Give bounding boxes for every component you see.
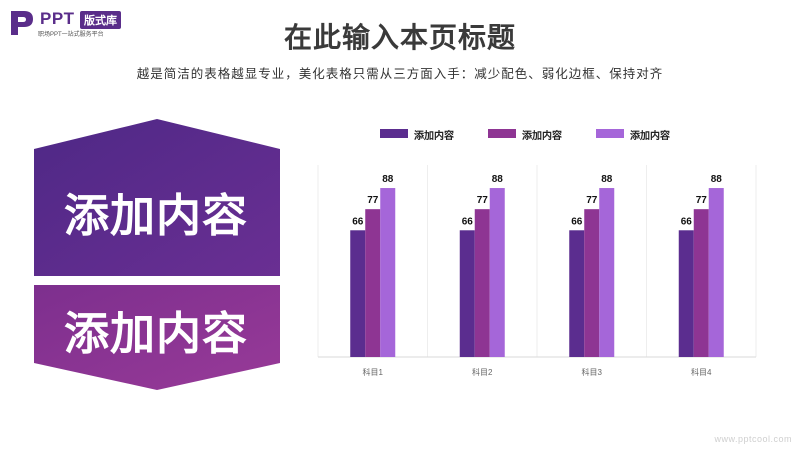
legend-swatch-series-3 — [596, 129, 624, 138]
bar-2-3 — [584, 209, 600, 357]
content-panel-bottom[interactable]: 添加内容 — [34, 285, 280, 390]
bar-1-4 — [678, 230, 694, 357]
bar-2-2 — [474, 209, 490, 357]
bar-1-2 — [459, 230, 475, 357]
panel-top-text[interactable]: 添加内容 — [63, 190, 248, 241]
panel-bottom-text[interactable]: 添加内容 — [63, 308, 248, 359]
legend-swatch-series-1 — [380, 129, 408, 138]
bar-3-2 — [489, 188, 505, 357]
logo-p-icon — [11, 11, 33, 35]
data-label: 77 — [696, 195, 708, 206]
page-title[interactable]: 在此输入本页标题 — [283, 22, 516, 53]
bar-3-4 — [708, 188, 724, 357]
bar-3-3 — [599, 188, 615, 357]
logo-brand-text: PPT — [40, 9, 75, 28]
bar-3-1 — [380, 188, 396, 357]
data-label: 66 — [462, 216, 474, 227]
bar-2-4 — [693, 209, 709, 357]
panel-top-shape — [34, 119, 280, 276]
data-label: 88 — [711, 174, 723, 185]
bar-1-3 — [569, 230, 585, 357]
data-label: 88 — [601, 174, 613, 185]
data-label: 66 — [352, 216, 364, 227]
data-label: 88 — [382, 174, 394, 185]
brand-logo: PPT 版式库 职场PPT一站式服务平台 — [8, 8, 158, 38]
legend-label-series-2: 添加内容 — [522, 131, 562, 142]
data-label: 77 — [477, 195, 489, 206]
data-label: 77 — [586, 195, 598, 206]
logo-badge: 版式库 — [80, 11, 121, 29]
watermark: www.pptcool.com — [714, 434, 792, 444]
legend-label-series-3: 添加内容 — [630, 131, 670, 142]
x-tick-label: 科目4 — [691, 367, 712, 377]
legend-swatch-series-2 — [488, 129, 516, 138]
legend-label-series-1: 添加内容 — [414, 131, 454, 142]
data-label: 66 — [681, 216, 693, 227]
x-tick-label: 科目2 — [472, 367, 493, 377]
panel-bottom-shape — [34, 285, 280, 390]
data-label: 77 — [367, 195, 379, 206]
x-tick-label: 科目3 — [582, 367, 603, 377]
logo-tagline: 职场PPT一站式服务平台 — [38, 32, 104, 38]
page-subtitle[interactable]: 越是简洁的表格越显专业，美化表格只需从三方面入手：减少配色、弱化边框、保持对齐 — [136, 67, 664, 81]
bar-2-1 — [365, 209, 381, 357]
data-label: 66 — [571, 216, 583, 227]
bar-1-1 — [350, 230, 366, 357]
data-label: 88 — [492, 174, 504, 185]
content-panel-top[interactable]: 添加内容 — [34, 119, 280, 276]
x-tick-label: 科目1 — [363, 367, 384, 377]
